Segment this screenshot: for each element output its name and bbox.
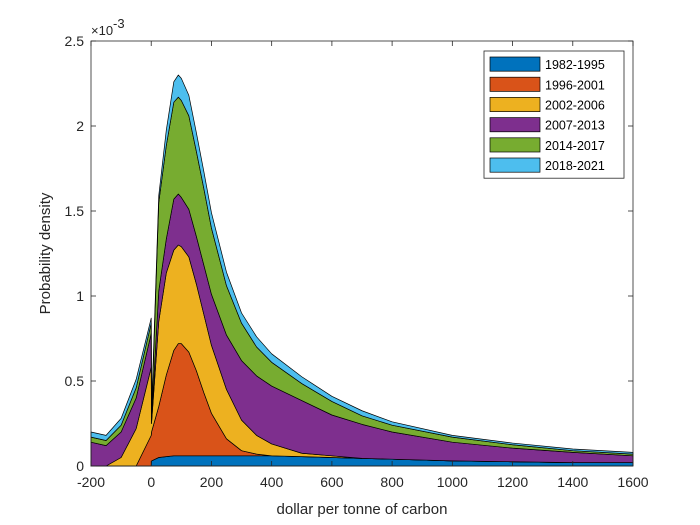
y-tick-label: 2.5 — [65, 33, 85, 49]
x-tick-label: 1000 — [437, 474, 468, 490]
legend-swatch — [489, 137, 541, 153]
legend-box — [483, 50, 625, 179]
x-tick-label: -200 — [77, 474, 105, 490]
legend-swatch — [489, 76, 541, 92]
y-exponent-label: ×10 — [91, 23, 113, 38]
legend-entry: 2002-2006 — [545, 99, 605, 113]
x-tick-label: 200 — [200, 474, 224, 490]
x-tick-label: 1600 — [617, 474, 648, 490]
legend-entry: 1996-2001 — [545, 78, 605, 92]
tick-group: -200 0 200 400 600 800 1000 1200 1400 160000.511.… — [65, 33, 649, 490]
legend-entry: 2018-2021 — [545, 159, 605, 173]
x-tick-label: 1200 — [497, 474, 528, 490]
legend-swatch — [489, 56, 541, 72]
x-tick-label: 800 — [380, 474, 404, 490]
y-tick-label: 0 — [76, 458, 84, 474]
legend-swatch — [489, 97, 541, 112]
legend-swatch — [489, 157, 541, 173]
y-axis-label: Probability density — [37, 192, 54, 314]
legend-entry: 2014-2017 — [545, 139, 605, 153]
axes-box — [90, 40, 634, 467]
legend-entry: 2007-2013 — [545, 119, 605, 133]
y-tick-label: 1 — [76, 288, 84, 304]
x-tick-label: 600 — [320, 474, 344, 490]
x-axis-label: dollar per tonne of carbon — [277, 501, 448, 518]
x-tick-label: 0 — [147, 474, 155, 490]
y-tick-label: 1.5 — [65, 203, 85, 219]
legend-swatch — [489, 117, 541, 133]
legend: 1982-1995 1996-2001 2002-2006 2007-2013 2014… — [483, 50, 625, 179]
y-tick-label: 2 — [76, 118, 84, 134]
legend-entry: 1982-1995 — [545, 58, 605, 72]
y-tick-label: 0.5 — [65, 373, 85, 389]
y-exponent-power: -3 — [113, 16, 125, 31]
x-tick-label: 400 — [260, 474, 284, 490]
x-tick-label: 1400 — [557, 474, 588, 490]
